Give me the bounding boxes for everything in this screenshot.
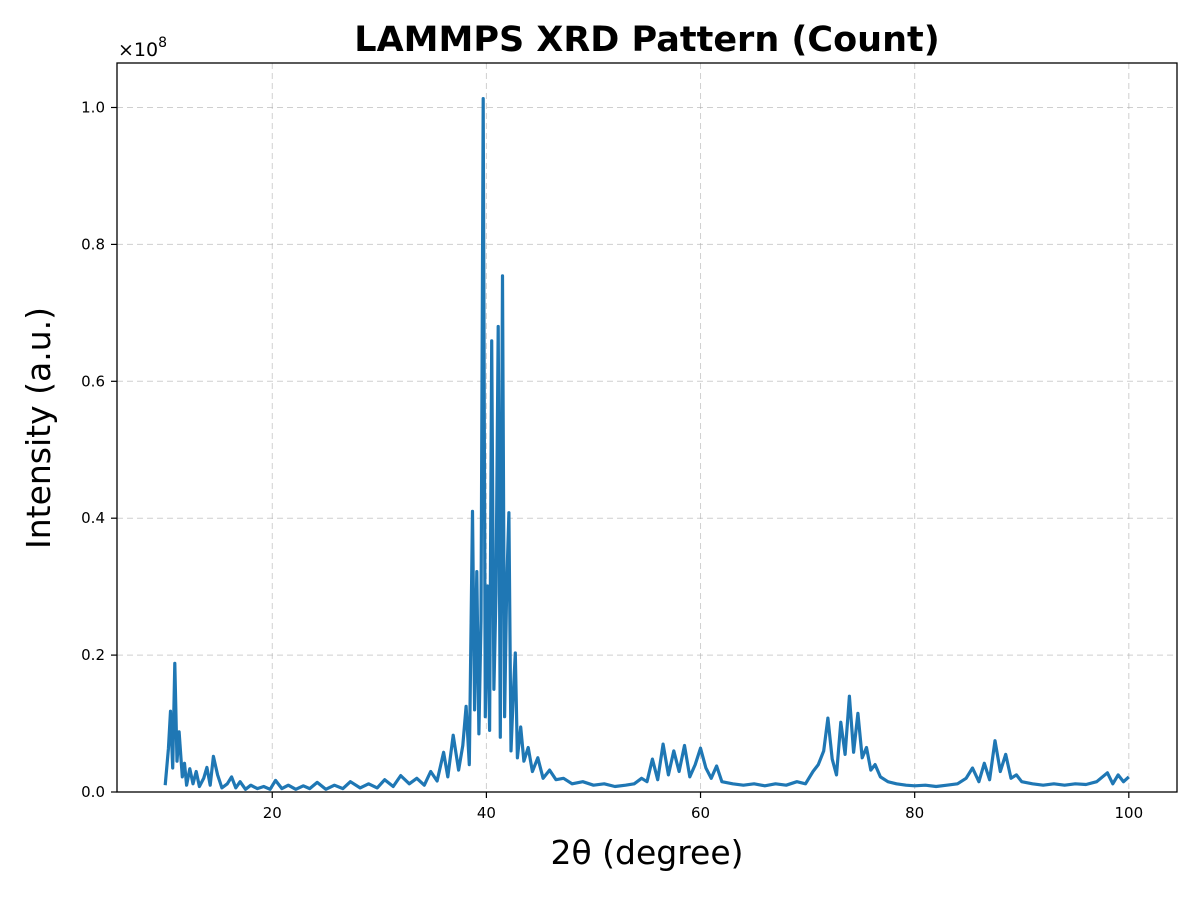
x-tick-label: 80: [905, 804, 924, 822]
y-tick-label: 0.2: [81, 646, 105, 664]
ticks: 20 40 60 80 100 0.0 0.2 0.4 0.6 0.8 1.0: [81, 98, 1143, 822]
y-axis-label: Intensity (a.u.): [19, 307, 58, 549]
x-tick-label: 40: [477, 804, 496, 822]
y-tick-label: 1.0: [81, 98, 105, 116]
chart-title: LAMMPS XRD Pattern (Count): [354, 20, 939, 60]
x-tick-label: 20: [263, 804, 282, 822]
grid: [117, 63, 1177, 793]
y-multiplier: ×108: [118, 35, 167, 61]
y-tick-label: 0.4: [81, 509, 105, 527]
y-multiplier-base: ×10: [118, 39, 158, 61]
xrd-series-line: [163, 96, 1130, 791]
y-tick-label: 0.0: [81, 783, 105, 801]
y-tick-label: 0.8: [81, 235, 105, 253]
plot-frame: [116, 62, 1178, 793]
y-tick-label: 0.6: [81, 372, 105, 390]
y-multiplier-exponent: 8: [158, 35, 167, 51]
x-axis-label: 2θ (degree): [550, 833, 743, 872]
x-tick-label: 100: [1114, 804, 1143, 822]
x-tick-label: 60: [691, 804, 710, 822]
series-layer: [163, 96, 1130, 791]
